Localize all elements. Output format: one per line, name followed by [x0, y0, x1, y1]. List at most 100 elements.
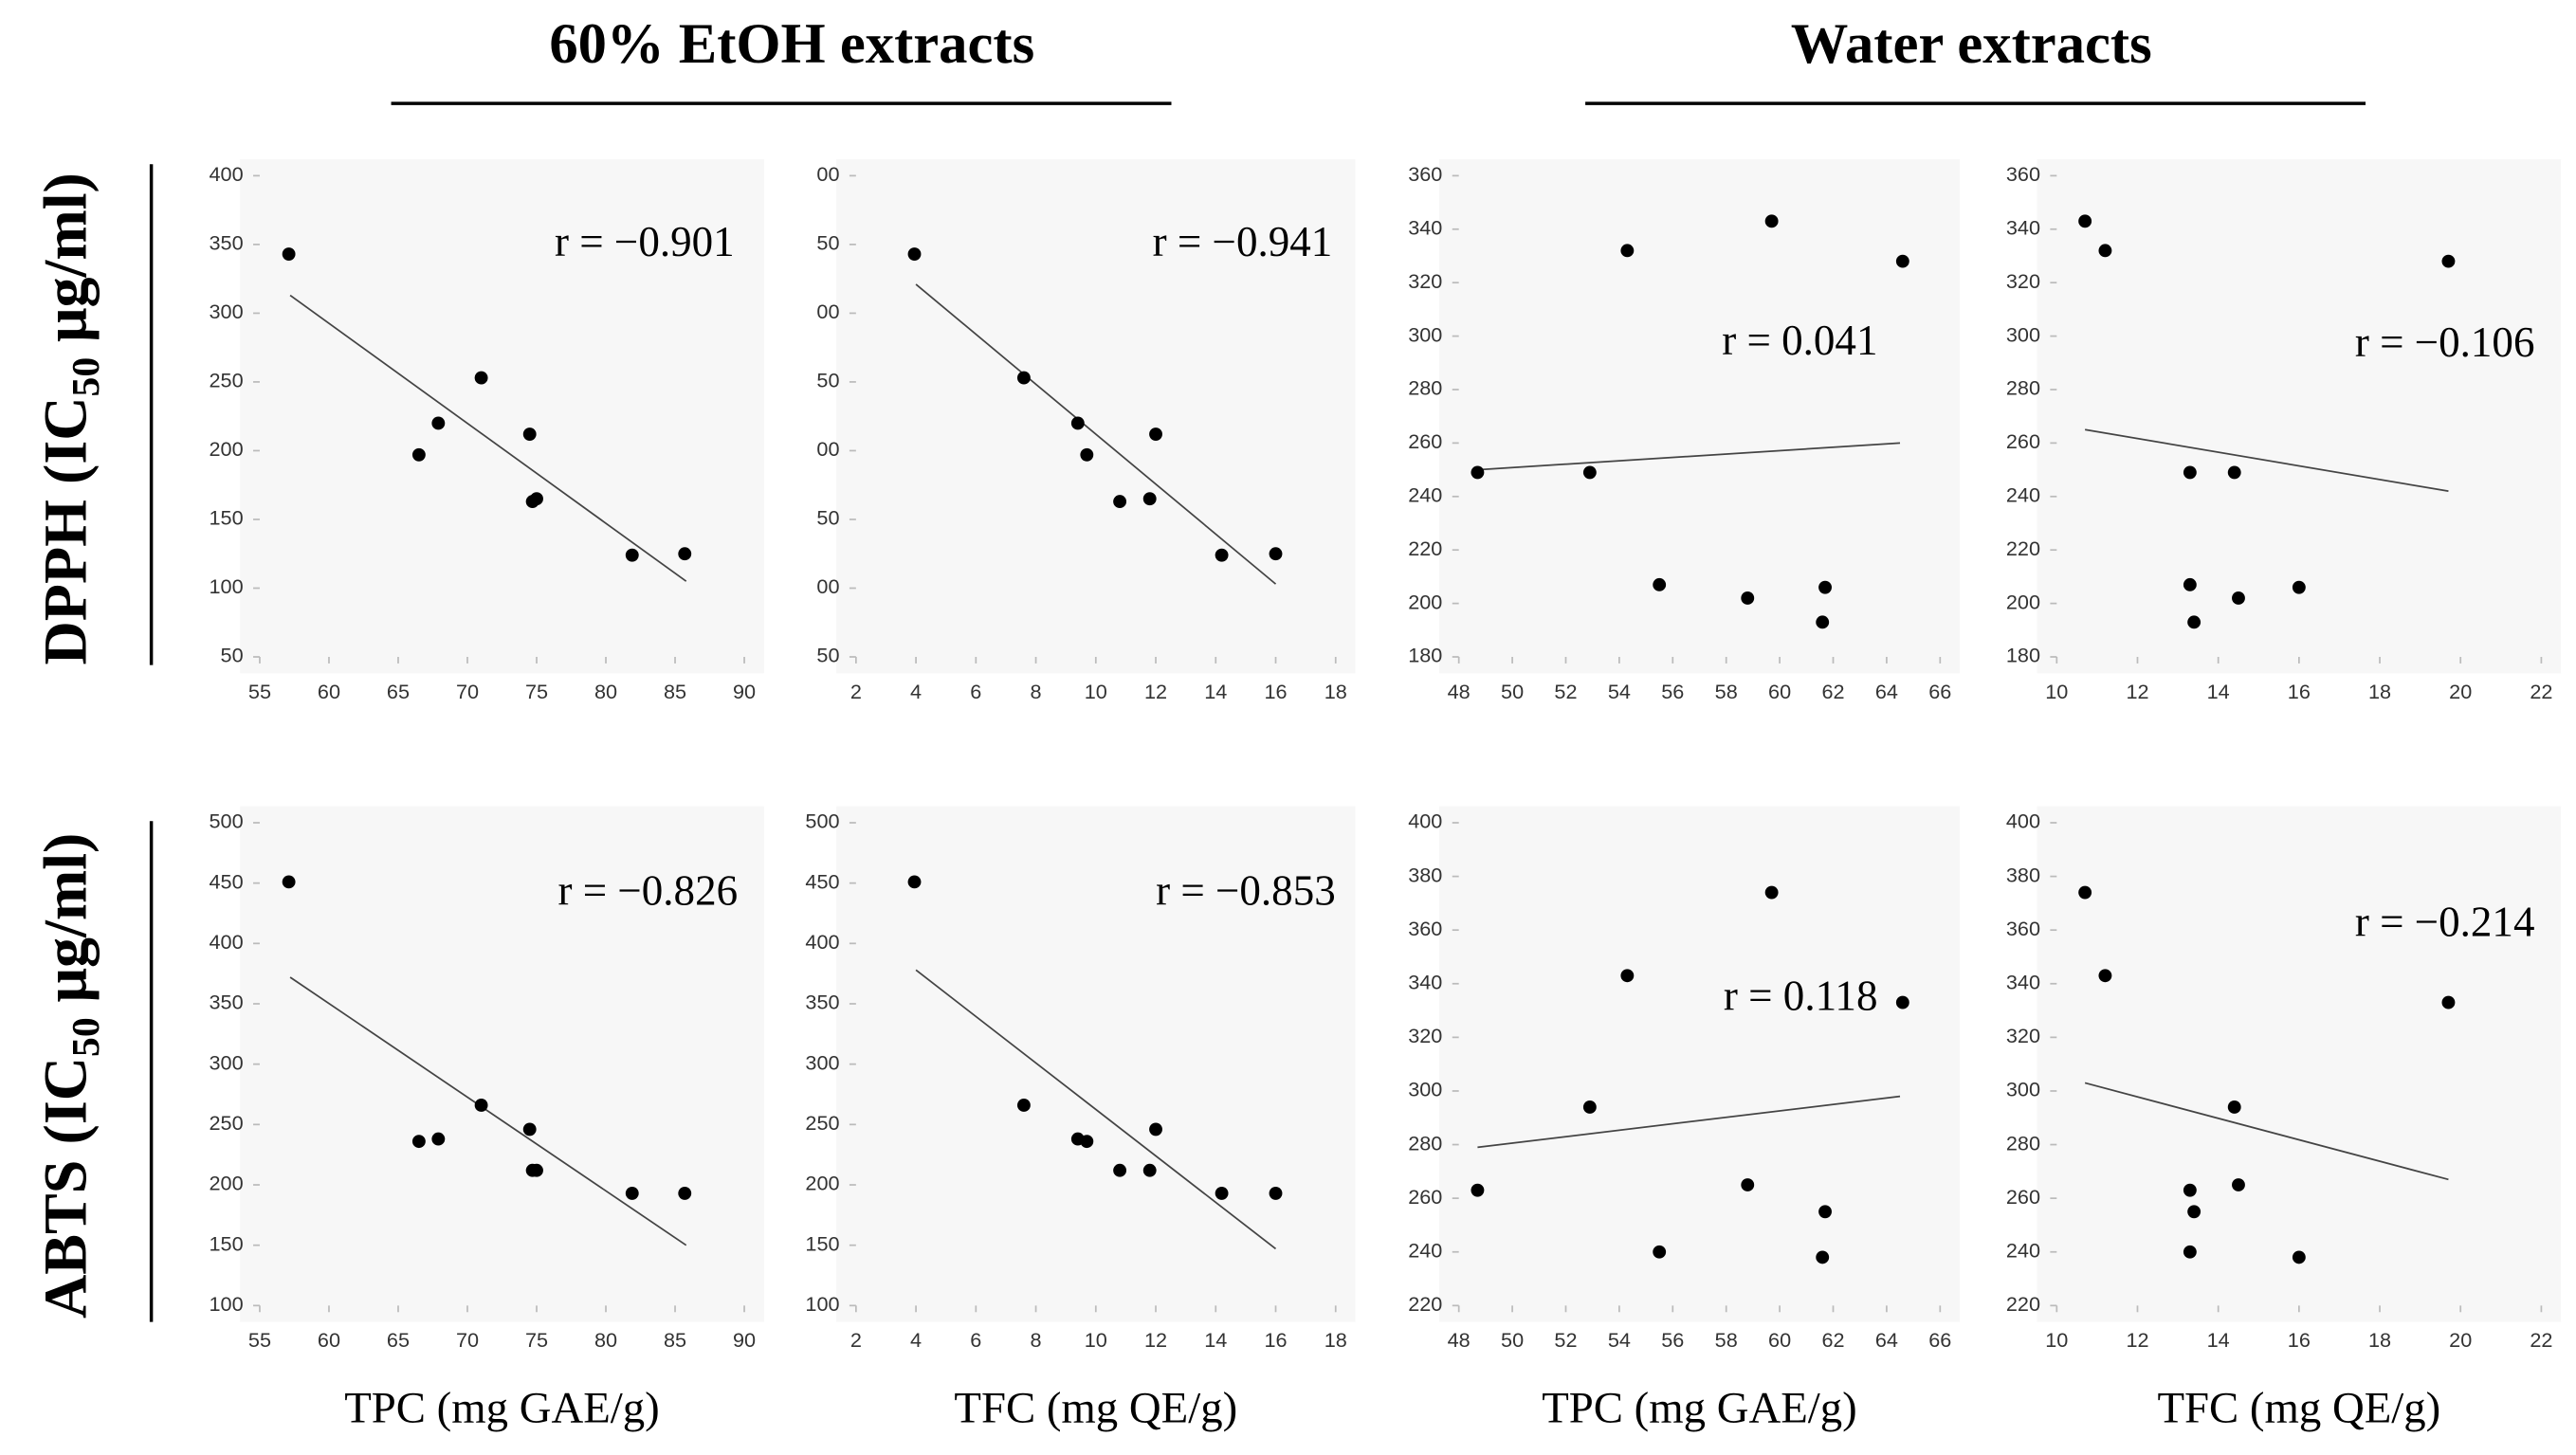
y-tick-label: 240: [2006, 483, 2040, 507]
y-tick-label: 300: [1408, 1078, 1442, 1101]
y-tick-label: 00: [816, 300, 839, 323]
y-tick-label: 50: [816, 369, 839, 392]
y-tick-label: 240: [2006, 1238, 2040, 1262]
data-point: [1818, 580, 1832, 594]
row-label-suffix: μg/ml): [31, 833, 99, 1018]
x-tick-label: 6: [970, 680, 981, 703]
data-point: [522, 427, 537, 441]
x-axis-label: TPC (mg GAE/g): [344, 1383, 660, 1432]
x-tick-label: 14: [1204, 680, 1227, 703]
y-tick-label: 200: [1408, 590, 1442, 613]
x-tick-label: 16: [1264, 680, 1287, 703]
y-tick-label: 240: [1408, 1238, 1442, 1262]
y-tick-label: 200: [805, 1172, 839, 1195]
y-tick-label: 380: [2006, 863, 2040, 886]
data-point: [474, 1099, 488, 1112]
data-point: [1653, 1245, 1667, 1259]
x-tick-label: 55: [248, 1328, 271, 1352]
trendline: [1477, 1095, 1901, 1149]
x-tick-label: 60: [318, 1328, 340, 1352]
row-label-subscript: 50: [64, 357, 107, 397]
y-tick-label: 300: [805, 1050, 839, 1074]
y-tick-label: 400: [210, 162, 244, 186]
x-axis-label: TFC (mg QE/g): [954, 1383, 1237, 1432]
y-tick-label: 360: [1408, 917, 1442, 940]
data-point: [1620, 969, 1635, 983]
y-tick-label: 200: [2006, 590, 2040, 613]
x-tick-label: 8: [1031, 680, 1042, 703]
x-tick-label: 8: [1031, 1328, 1042, 1352]
data-point: [907, 247, 922, 261]
y-tick-label: 50: [816, 506, 839, 530]
data-point: [1016, 1099, 1031, 1112]
x-tick-label: 55: [248, 680, 271, 703]
data-point: [1269, 1186, 1283, 1200]
x-tick-label: 62: [1821, 680, 1844, 703]
x-tick-label: 12: [1144, 1328, 1167, 1352]
data-point: [1471, 1183, 1485, 1197]
y-tick-label: 180: [2006, 644, 2040, 667]
x-tick-label: 70: [456, 1328, 479, 1352]
data-point: [1113, 495, 1127, 509]
plot-area: [1438, 806, 1961, 1322]
x-tick-label: 64: [1875, 680, 1898, 703]
y-tick-label: 260: [2006, 1185, 2040, 1209]
y-tick-label: 360: [2006, 162, 2040, 186]
data-point: [1215, 548, 1229, 562]
y-tick-label: 360: [1408, 162, 1442, 186]
data-point: [1620, 244, 1635, 258]
data-point: [530, 1163, 543, 1177]
x-tick-label: 52: [1554, 1328, 1577, 1352]
data-point: [1653, 577, 1667, 591]
y-tick-label: 100: [210, 1292, 244, 1316]
data-point: [2441, 995, 2456, 1009]
y-tick-label: 00: [816, 437, 839, 461]
data-point: [1816, 615, 1830, 629]
data-point: [1816, 1250, 1830, 1264]
y-tick-label: 320: [2006, 269, 2040, 293]
x-tick-label: 90: [733, 680, 756, 703]
x-tick-label: 16: [2288, 1328, 2311, 1352]
data-point: [2187, 615, 2201, 629]
row-label-text: DPPH (IC: [31, 396, 99, 664]
data-point: [282, 247, 296, 261]
data-point: [1149, 1122, 1162, 1137]
annotation: r = −0.214: [2355, 898, 2535, 945]
x-tick-label: 10: [2045, 1328, 2068, 1352]
x-tick-label: 66: [1928, 1328, 1951, 1352]
y-tick-label: 280: [1408, 1131, 1442, 1155]
y-tick-label: 260: [1408, 1185, 1442, 1209]
y-tick-label: 220: [2006, 537, 2040, 560]
data-point: [474, 371, 488, 385]
x-tick-label: 2: [850, 1328, 862, 1352]
column-title: Water extracts: [1791, 12, 2152, 76]
data-point: [1582, 465, 1597, 480]
x-tick-label: 90: [733, 1328, 756, 1352]
trendline: [2084, 428, 2449, 493]
data-point: [1895, 995, 1909, 1009]
y-tick-label: 250: [805, 1111, 839, 1135]
data-point: [2078, 214, 2092, 228]
row-label: ABTS (IC50 μg/ml): [31, 833, 107, 1319]
data-point: [411, 1135, 426, 1149]
y-tick-label: 400: [1408, 809, 1442, 833]
data-point: [2183, 1245, 2197, 1259]
data-point: [1269, 547, 1283, 561]
x-tick-label: 10: [1085, 1328, 1107, 1352]
data-point: [1741, 1178, 1755, 1191]
x-tick-label: 60: [1768, 1328, 1791, 1352]
trendline: [915, 283, 1277, 585]
data-point: [625, 548, 639, 562]
x-tick-label: 58: [1715, 1328, 1738, 1352]
x-tick-label: 60: [1768, 680, 1791, 703]
data-point: [1582, 1100, 1597, 1114]
x-tick-label: 16: [1264, 1328, 1287, 1352]
trendline: [289, 976, 687, 1246]
x-tick-label: 18: [1325, 1328, 1347, 1352]
x-tick-label: 70: [456, 680, 479, 703]
trendline: [915, 969, 1277, 1250]
annotation: r = −0.106: [2355, 318, 2535, 366]
y-tick-label: 280: [2006, 376, 2040, 400]
y-tick-label: 320: [2006, 1024, 2040, 1047]
